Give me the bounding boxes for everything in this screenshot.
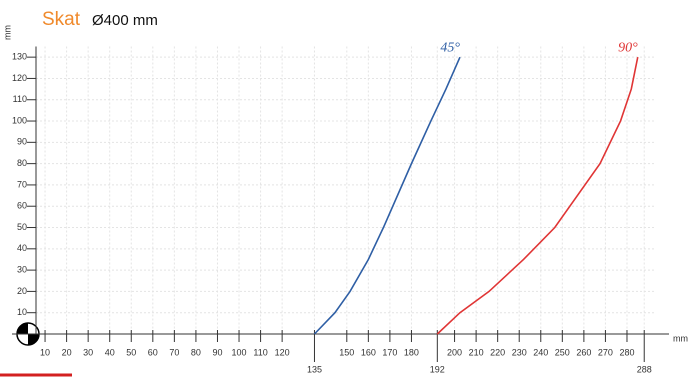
x-tick-label: 50: [126, 347, 136, 357]
chart-title: Skat: [42, 9, 81, 30]
x-tick-label: 60: [148, 347, 158, 357]
series-line: [313, 56, 461, 335]
x-tick-label: 180: [404, 347, 419, 357]
x-tick-label: 70: [169, 347, 179, 357]
y-tick-label: 40: [17, 243, 27, 253]
x-axis-label: mm: [673, 333, 688, 343]
x-tick-label: 192: [430, 364, 445, 374]
x-tick-label: 30: [83, 347, 93, 357]
y-tick-label: 80: [17, 158, 27, 168]
x-tick-label: 210: [469, 347, 484, 357]
x-tick-label: 10: [40, 347, 50, 357]
y-axis-label: mm: [2, 25, 12, 40]
x-tick-label: 250: [555, 347, 570, 357]
series-label: 45°: [440, 40, 460, 55]
x-tick-label: 288: [637, 364, 652, 374]
x-tick-label: 270: [598, 347, 613, 357]
series-line: [436, 56, 639, 335]
y-tick-label: 10: [17, 307, 27, 317]
y-tick-label: 70: [17, 179, 27, 189]
chart-subtitle: Ø400 mm: [92, 12, 158, 29]
y-tick-label: 120: [12, 73, 27, 83]
x-tick-label: 90: [212, 347, 222, 357]
y-tick-label: 100: [12, 115, 27, 125]
x-tick-label: 170: [382, 347, 397, 357]
x-tick-label: 40: [105, 347, 115, 357]
x-tick-label: 80: [191, 347, 201, 357]
y-tick-label: 30: [17, 264, 27, 274]
series-label: 90°: [618, 40, 638, 55]
y-tick-label: 90: [17, 137, 27, 147]
x-tick-label: 200: [447, 347, 462, 357]
x-tick-label: 20: [62, 347, 72, 357]
y-tick-label: 20: [17, 286, 27, 296]
x-tick-label: 120: [275, 347, 290, 357]
x-tick-label: 280: [619, 347, 634, 357]
x-tick-label: 160: [361, 347, 376, 357]
x-tick-label: 260: [576, 347, 591, 357]
x-tick-label: 240: [533, 347, 548, 357]
y-tick-label: 50: [17, 222, 27, 232]
x-tick-label: 150: [339, 347, 354, 357]
x-tick-label: 220: [490, 347, 505, 357]
x-tick-label: 110: [253, 347, 267, 357]
x-tick-label: 100: [232, 347, 247, 357]
y-tick-label: 130: [12, 52, 27, 62]
y-tick-label: 110: [13, 94, 27, 104]
x-tick-label: 230: [512, 347, 527, 357]
x-tick-label: 135: [307, 364, 322, 374]
y-tick-label: 60: [17, 201, 27, 211]
